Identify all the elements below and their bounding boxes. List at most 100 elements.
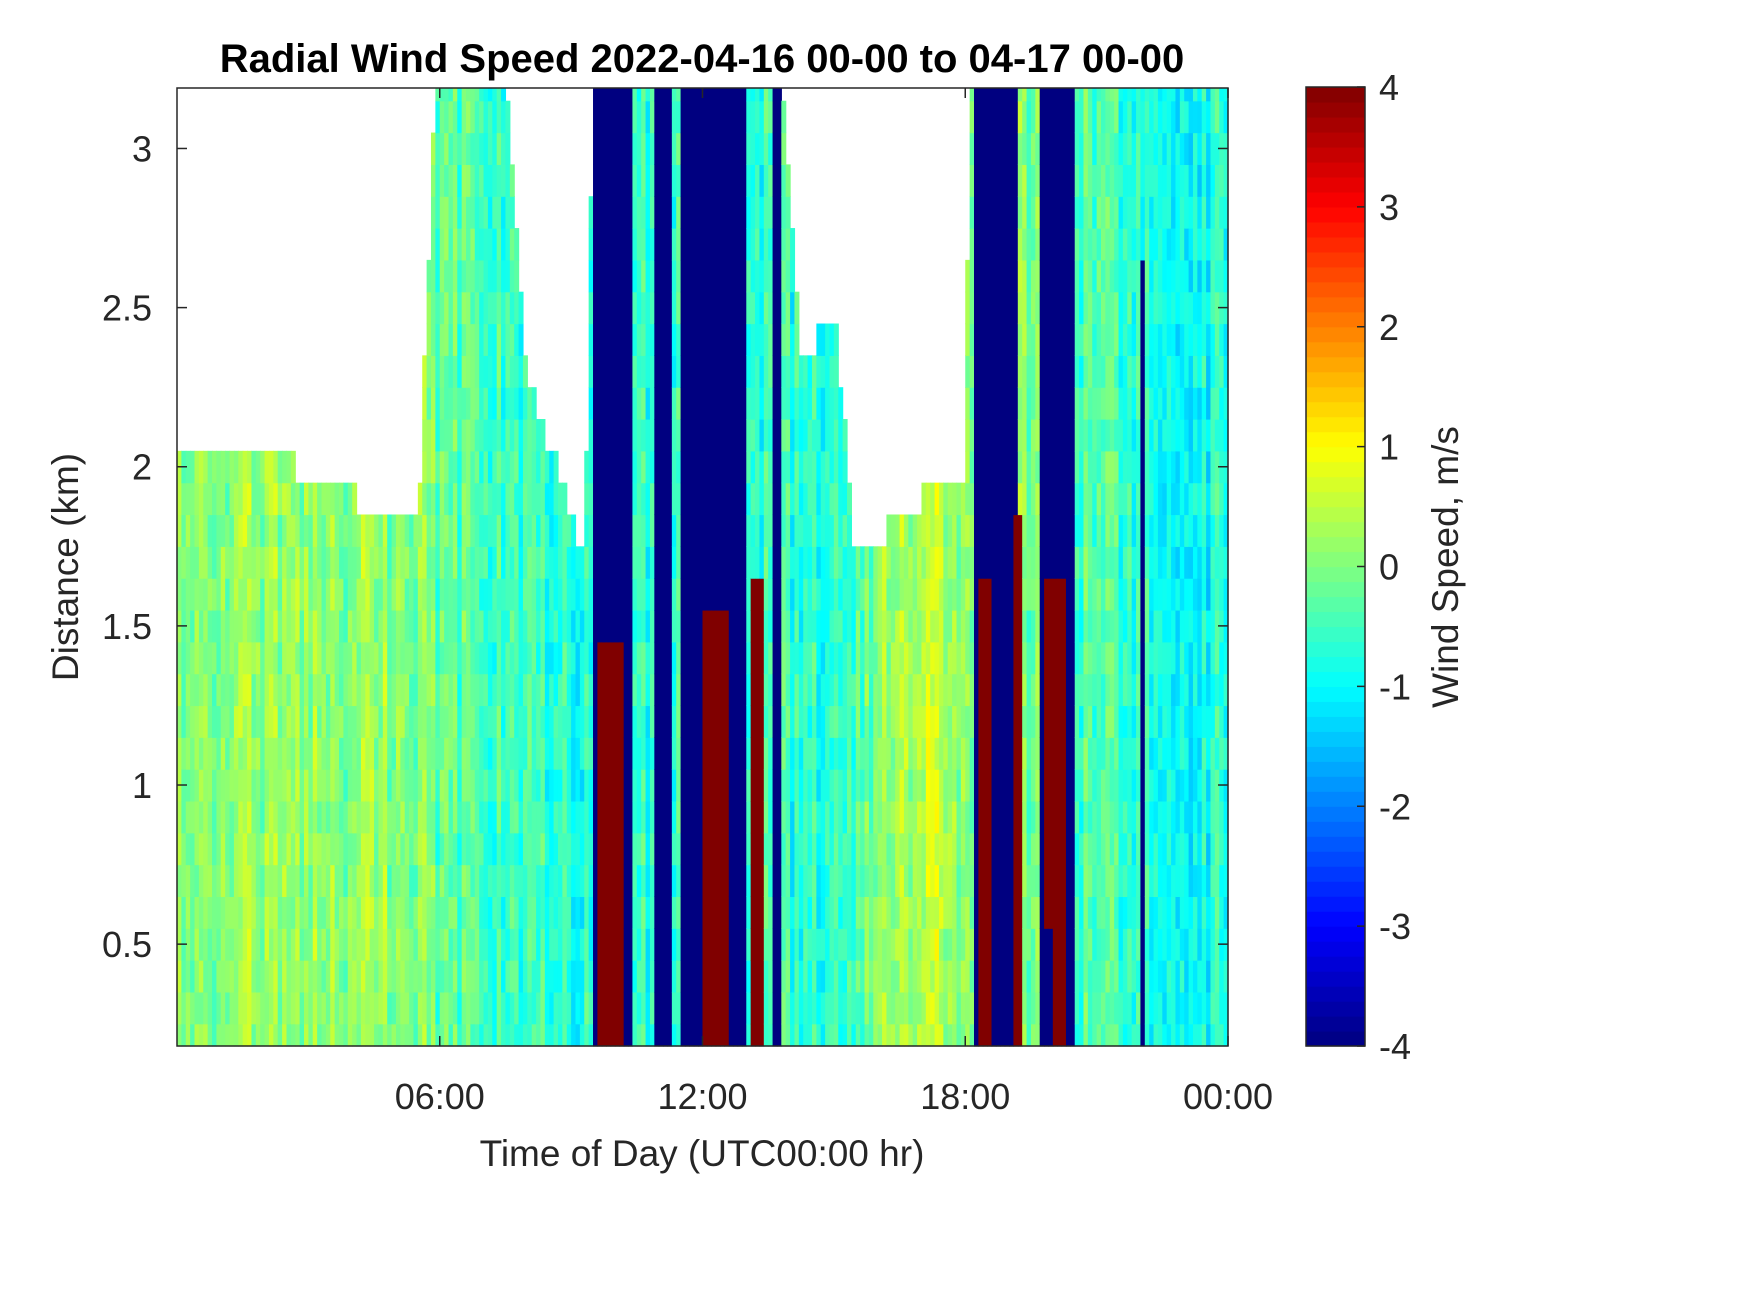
heatmap-cell [308, 546, 314, 579]
heatmap-cell [426, 1023, 432, 1047]
heatmap-cell [448, 737, 454, 770]
heatmap-cell [1000, 546, 1006, 579]
heatmap-cell [663, 960, 669, 993]
heatmap-cell [825, 482, 831, 516]
heatmap-cell [886, 769, 892, 802]
heatmap-cell [339, 1023, 345, 1047]
heatmap-cell [623, 259, 629, 293]
heatmap-cell [514, 737, 520, 770]
heatmap-cell [264, 832, 270, 866]
heatmap-cell [444, 991, 450, 1025]
heatmap-cell [282, 832, 288, 866]
heatmap-cell [444, 450, 450, 484]
heatmap-cell [229, 641, 235, 675]
heatmap-cell [597, 546, 603, 579]
heatmap-cell [711, 960, 717, 993]
heatmap-cell [895, 769, 901, 802]
heatmap-cell [317, 737, 323, 770]
heatmap-cell [960, 960, 966, 993]
heatmap-cell [645, 864, 651, 898]
heatmap-cell [1057, 673, 1063, 707]
heatmap-cell [1030, 800, 1036, 834]
heatmap-cell [1039, 673, 1045, 707]
heatmap-cell [439, 705, 445, 738]
heatmap-cell [185, 482, 191, 516]
heatmap-cell [741, 832, 747, 866]
heatmap-cell [588, 673, 594, 707]
heatmap-cell [842, 864, 848, 898]
heatmap-cell [741, 546, 747, 579]
heatmap-cell [435, 641, 441, 675]
heatmap-cell [952, 769, 958, 802]
heatmap-cell [216, 514, 222, 547]
heatmap-cell [711, 641, 717, 675]
heatmap-cell [255, 737, 261, 770]
heatmap-cell [255, 578, 261, 611]
heatmap-cell [693, 960, 699, 993]
heatmap-cell [1065, 514, 1071, 547]
heatmap-cell [492, 100, 498, 134]
heatmap-cell [921, 737, 927, 770]
heatmap-cell [238, 546, 244, 579]
heatmap-cell [435, 228, 441, 261]
heatmap-cell [553, 928, 559, 961]
heatmap-cell [536, 737, 542, 770]
heatmap-cell [238, 514, 244, 547]
heatmap-cell [487, 259, 493, 293]
heatmap-cell [255, 769, 261, 802]
heatmap-cell [658, 450, 664, 484]
heatmap-cell [851, 800, 857, 834]
heatmap-cell [365, 578, 371, 611]
heatmap-cell [720, 832, 725, 866]
heatmap-cell [400, 641, 406, 675]
heatmap-cell [536, 514, 542, 547]
heatmap-cell [737, 928, 743, 961]
heatmap-cell [522, 546, 528, 579]
heatmap-cell [479, 864, 485, 898]
heatmap-cell [339, 641, 345, 675]
heatmap-cell [921, 896, 927, 929]
heatmap-cell [680, 991, 686, 1025]
heatmap-cell [1070, 673, 1076, 707]
heatmap-cell [435, 482, 441, 516]
heatmap-cell [684, 259, 690, 293]
heatmap-cell [1070, 100, 1076, 134]
heatmap-cell [733, 323, 739, 356]
heatmap-cell [1048, 419, 1054, 452]
heatmap-cell [1065, 1023, 1071, 1047]
heatmap-cell [273, 450, 279, 484]
heatmap-cell [715, 355, 721, 388]
heatmap-cell [890, 800, 896, 834]
heatmap-cell [360, 641, 366, 675]
heatmap-cell [369, 800, 375, 834]
heatmap-cell [382, 991, 388, 1025]
heatmap-cell [566, 832, 572, 866]
heatmap-cell [645, 482, 651, 516]
heatmap-cell [461, 832, 467, 866]
heatmap-cell [790, 578, 796, 611]
heatmap-cell [606, 259, 612, 293]
heatmap-cell [198, 800, 204, 834]
heatmap-cell [439, 928, 445, 961]
heatmap-cell [260, 705, 266, 738]
heatmap-cell [378, 769, 384, 802]
heatmap-cell [505, 164, 511, 197]
heatmap-cell [776, 609, 782, 643]
heatmap-cell [439, 800, 445, 834]
heatmap-cell [1035, 609, 1041, 643]
heatmap-cell [632, 705, 638, 738]
heatmap-cell [991, 578, 997, 611]
heatmap-cell [763, 132, 769, 165]
heatmap-cell [995, 928, 1001, 961]
heatmap-cell [439, 228, 445, 261]
heatmap-cell [715, 514, 721, 547]
heatmap-cell [781, 259, 787, 293]
heatmap-cell [943, 578, 949, 611]
heatmap-cell [969, 164, 975, 197]
heatmap-cell [1022, 450, 1028, 484]
heatmap-cell [1030, 546, 1036, 579]
heatmap-cell [658, 1023, 664, 1047]
heatmap-cell [750, 578, 756, 611]
heatmap-cell [360, 546, 366, 579]
heatmap-cell [877, 641, 883, 675]
